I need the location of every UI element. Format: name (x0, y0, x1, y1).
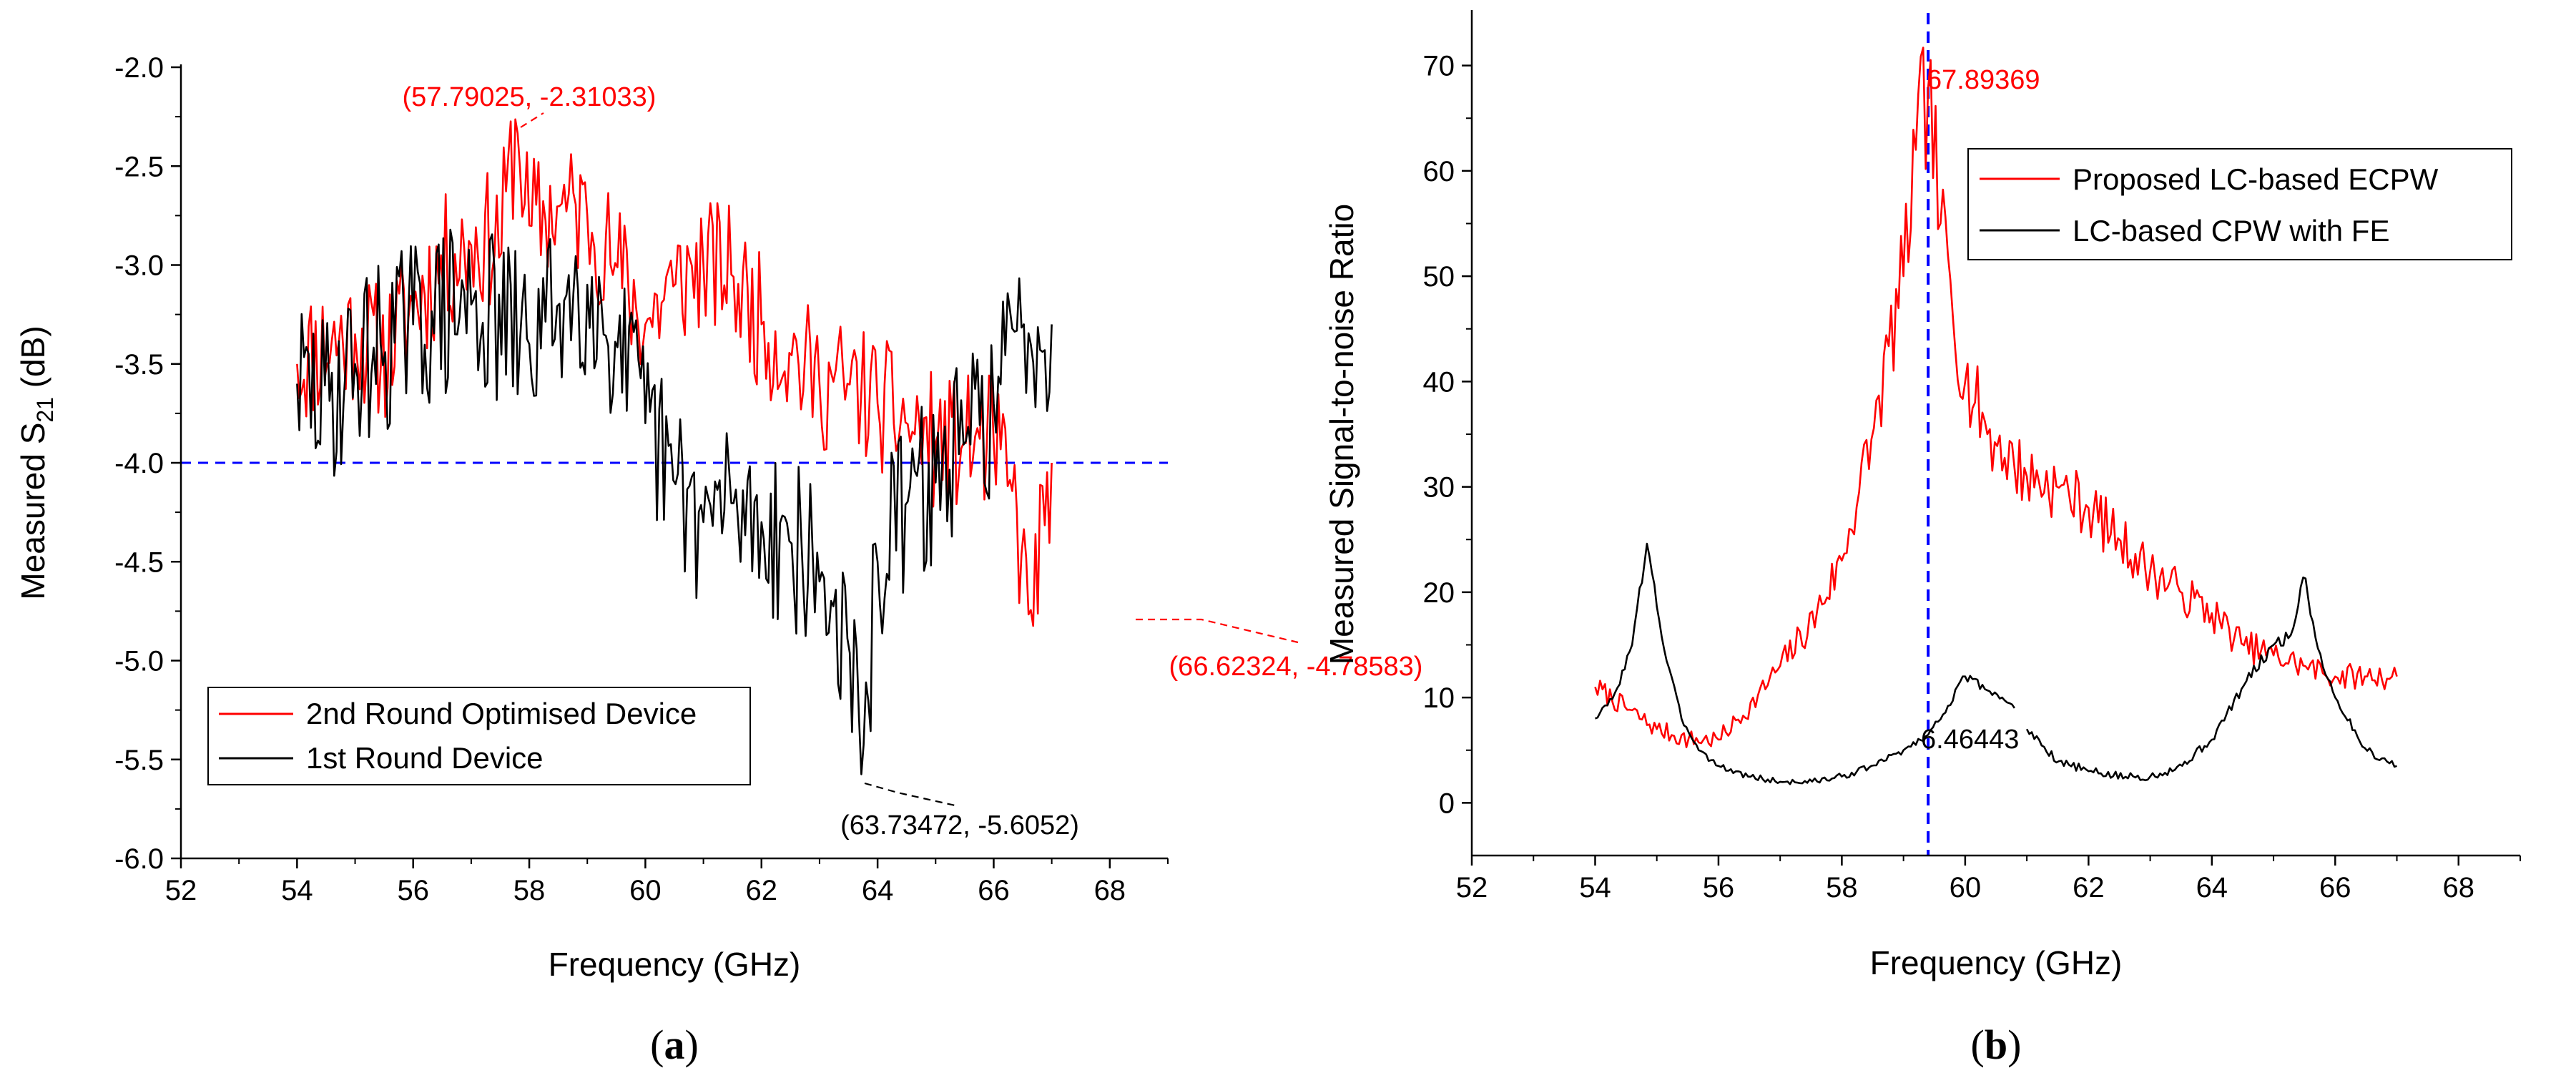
legend-box (1967, 148, 2512, 260)
legend-label-cpw-fe: LC-based CPW with FE (2073, 214, 2389, 248)
y-tick-label: -4.5 (114, 547, 164, 578)
chart-panel-b: 52 54 56 58 60 62 64 66 68 0 10 20 30 40 50 60 70 67.893… (1323, 10, 2521, 1068)
x-axis-title: Frequency (GHz) (1870, 944, 2123, 981)
series-line-2 (1594, 542, 2015, 785)
y-tick-label: -5.0 (114, 646, 164, 677)
y-tick-label: -3.0 (114, 250, 164, 282)
y-axis-title: Measured S21 (dB) (14, 325, 58, 599)
x-tick-label: 54 (1579, 872, 1611, 903)
axes-group (1470, 10, 2520, 857)
y-tick-label: -6.0 (114, 843, 164, 875)
y-tick-label: 30 (1423, 472, 1455, 504)
tick-group: 52 54 56 58 60 62 64 66 68 0 10 20 30 40 50 60 70 (1423, 51, 2521, 903)
annotation-leader (864, 782, 959, 808)
chart-panel-a: 52 54 56 58 60 62 64 66 68 -2.0 -2.5 -3.0 -3.5 -4.0 -4… (14, 52, 1422, 1068)
x-tick-label: 58 (513, 875, 546, 906)
annotation-label: 67.89369 (1927, 65, 2040, 95)
legend-label-2nd-round: 2nd Round Optimised Device (306, 697, 697, 730)
annotation-label: (63.73472, -5.6052) (840, 810, 1079, 841)
series-group (1594, 46, 2398, 785)
x-tick-label: 56 (1703, 872, 1735, 903)
x-tick-label: 60 (629, 875, 662, 906)
x-tick-label: 56 (397, 875, 429, 906)
series-group (296, 118, 1053, 775)
x-tick-label: 54 (281, 875, 313, 906)
legend-box (207, 687, 751, 785)
tick-group: 52 54 56 58 60 62 64 66 68 -2.0 -2.5 -3.0 -3.5 -4.0 -4… (114, 52, 1169, 906)
y-axis-title-main: Measured S (14, 423, 51, 600)
y-tick-label: 10 (1423, 682, 1455, 714)
axes-group (180, 64, 1168, 860)
y-tick-label: -5.5 (114, 745, 164, 776)
y-tick-label: 60 (1423, 156, 1455, 187)
annotation-label: (66.62324, -4.78583) (1169, 652, 1423, 682)
legend-label-1st-round: 1st Round Device (306, 741, 544, 775)
x-tick-label: 52 (165, 875, 197, 906)
y-tick-label: -2.5 (114, 151, 164, 182)
legend: 2nd Round Optimised Device 1st Round Dev… (207, 687, 751, 785)
y-axis-title-unit: (dB) (14, 325, 51, 397)
panel-label-b: (b) (1971, 1021, 2022, 1068)
y-tick-label: 50 (1423, 261, 1455, 293)
y-tick-label: 20 (1423, 577, 1455, 609)
y-axis-title: Measured Signal-to-noise Ratio (1323, 204, 1360, 665)
annotation-label: (57.79025, -2.31033) (403, 82, 657, 112)
y-tick-label: 70 (1423, 51, 1455, 82)
x-tick-label: 64 (862, 875, 894, 906)
panel-label-b-letter: b (1985, 1021, 2007, 1068)
x-tick-label: 60 (1950, 872, 1982, 903)
x-tick-label: 58 (1826, 872, 1858, 903)
x-tick-label: 64 (2196, 872, 2228, 903)
legend-label-ecpw: Proposed LC-based ECPW (2073, 162, 2439, 196)
series-line-3 (2025, 577, 2397, 782)
y-tick-label: -4.0 (114, 448, 164, 479)
y-axis-title-subscript: 21 (32, 397, 58, 423)
y-tick-label: 40 (1423, 366, 1455, 398)
x-axis-title: Frequency (GHz) (549, 946, 801, 983)
y-tick-label: -3.5 (114, 349, 164, 381)
x-tick-label: 68 (2443, 872, 2475, 903)
legend: Proposed LC-based ECPW LC-based CPW with… (1967, 148, 2512, 260)
x-tick-label: 66 (2319, 872, 2351, 903)
annotation-leader (1136, 618, 1299, 644)
panel-label-a-letter: a (664, 1021, 685, 1068)
x-tick-label: 52 (1456, 872, 1488, 903)
series-line-2 (296, 228, 1053, 775)
y-tick-label: 0 (1439, 788, 1455, 819)
series-line-1 (1594, 46, 2398, 748)
panel-label-a: (a) (650, 1021, 699, 1068)
annotation-label: 6.46443 (1921, 725, 2019, 755)
annotation-group: 67.89369 6.46443 (1921, 65, 2040, 755)
x-tick-label: 68 (1094, 875, 1126, 906)
annotation-leader (520, 112, 544, 128)
y-tick-label: -2.0 (114, 52, 164, 84)
series-line-1 (296, 118, 1053, 627)
x-tick-label: 62 (746, 875, 778, 906)
x-tick-label: 66 (978, 875, 1010, 906)
annotation-group: (57.79025, -2.31033) (66.62324, -4.78583)… (403, 82, 1423, 841)
x-tick-label: 62 (2073, 872, 2105, 903)
